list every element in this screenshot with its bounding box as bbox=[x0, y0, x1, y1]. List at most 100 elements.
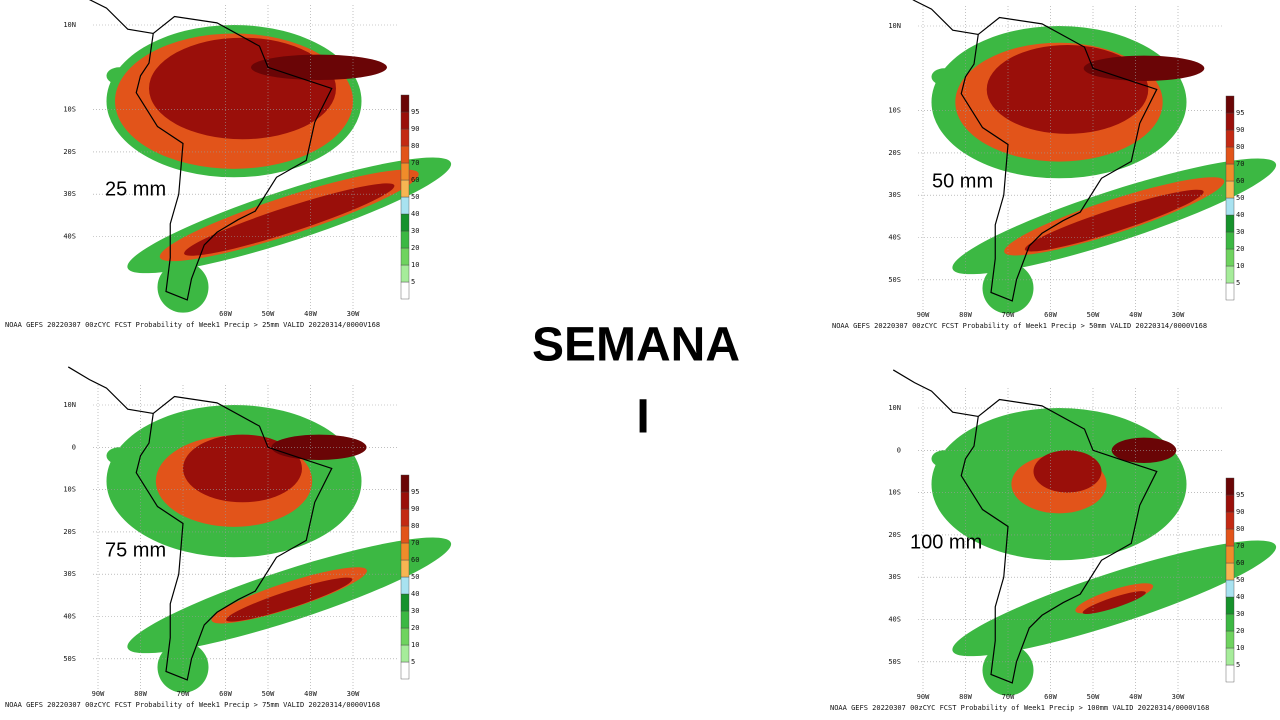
lon-label: 70W bbox=[177, 690, 190, 698]
colorbar-label: 40 bbox=[411, 590, 419, 598]
colorbar-segment bbox=[400, 644, 410, 663]
colorbar-segment bbox=[400, 508, 410, 527]
colorbar-segment bbox=[400, 162, 410, 181]
lon-label: 60W bbox=[219, 310, 232, 318]
coastline bbox=[960, 16, 1158, 302]
lon-label: 40W bbox=[304, 310, 317, 318]
lat-label: 30S bbox=[63, 190, 76, 198]
colorbar-label: 60 bbox=[411, 176, 419, 184]
lon-label: 40W bbox=[1129, 693, 1142, 701]
colorbar-label: 50 bbox=[411, 573, 419, 581]
colorbar-label: 10 bbox=[1236, 262, 1244, 270]
colorbar-segment bbox=[1225, 596, 1235, 615]
lon-label: 90W bbox=[917, 693, 930, 701]
lon-label: 80W bbox=[134, 690, 147, 698]
colorbar-segment bbox=[1225, 647, 1235, 666]
colorbar-segment bbox=[1225, 562, 1235, 581]
lat-label: 10N bbox=[888, 404, 901, 412]
lat-label: 40S bbox=[63, 233, 76, 241]
colorbar-segment bbox=[1225, 613, 1235, 632]
colorbar-label: 50 bbox=[1236, 194, 1244, 202]
coastline bbox=[892, 369, 979, 418]
precip-area bbox=[184, 183, 395, 256]
lat-label: 10S bbox=[888, 489, 901, 497]
lat-label: 10N bbox=[63, 401, 76, 409]
colorbar-label: 80 bbox=[1236, 525, 1244, 533]
lon-label: 50W bbox=[262, 690, 275, 698]
colorbar-label: 70 bbox=[411, 159, 419, 167]
colorbar-segment bbox=[1225, 511, 1235, 530]
lat-label: 0 bbox=[897, 446, 901, 454]
colorbar-segment bbox=[1225, 477, 1235, 496]
lon-label: 30W bbox=[1172, 693, 1185, 701]
colorbar-label: 95 bbox=[1236, 491, 1244, 499]
precip-area bbox=[931, 68, 957, 86]
colorbar-segment bbox=[1225, 265, 1235, 284]
precip-area bbox=[931, 450, 957, 468]
colorbar-label: 30 bbox=[411, 227, 419, 235]
colorbar-segment bbox=[400, 128, 410, 147]
colorbar-segment bbox=[1225, 214, 1235, 233]
coastline bbox=[135, 395, 333, 681]
colorbar-label: 20 bbox=[411, 624, 419, 632]
colorbar-label: 60 bbox=[411, 556, 419, 564]
lat-label: 0 bbox=[72, 443, 76, 451]
map-caption: NOAA GEFS 20220307 00zCYC FCST Probabili… bbox=[5, 701, 380, 709]
precip-area bbox=[149, 37, 336, 140]
colorbar-segment bbox=[400, 661, 410, 680]
colorbar-label: 80 bbox=[1236, 143, 1244, 151]
map-caption: NOAA GEFS 20220307 00zCYC FCST Probabili… bbox=[830, 704, 1209, 712]
colorbar-segment bbox=[400, 230, 410, 249]
lat-label: 10S bbox=[63, 486, 76, 494]
lat-label: 20S bbox=[63, 528, 76, 536]
lat-label: 50S bbox=[888, 658, 901, 666]
precip-area bbox=[1024, 189, 1204, 252]
colorbar-label: 40 bbox=[1236, 593, 1244, 601]
colorbar-label: 50 bbox=[411, 193, 419, 201]
threshold-label: 25 mm bbox=[105, 178, 166, 200]
colorbar-segment bbox=[400, 474, 410, 493]
lon-label: 60W bbox=[1044, 311, 1057, 319]
map-panel: 10N 0 10S 20S 30S 40S 50S 90W 80W 70W 60W 50W 40W 30W… bbox=[5, 366, 452, 709]
lon-label: 30W bbox=[1172, 311, 1185, 319]
colorbar-segment bbox=[400, 610, 410, 629]
lat-label: 40S bbox=[888, 616, 901, 624]
lat-label: 30S bbox=[888, 191, 901, 199]
colorbar-segment bbox=[1225, 146, 1235, 165]
colorbar-label: 60 bbox=[1236, 177, 1244, 185]
coastline bbox=[135, 15, 333, 301]
colorbar-segment bbox=[400, 196, 410, 215]
colorbar-segment bbox=[400, 576, 410, 595]
colorbar-segment bbox=[1225, 112, 1235, 131]
colorbar-segment bbox=[1225, 630, 1235, 649]
colorbar-label: 90 bbox=[411, 505, 419, 513]
colorbar-label: 80 bbox=[411, 522, 419, 530]
colorbar-segment bbox=[1225, 528, 1235, 547]
lon-label: 80W bbox=[959, 693, 972, 701]
colorbar-label: 20 bbox=[1236, 627, 1244, 635]
colorbar-segment bbox=[1225, 545, 1235, 564]
colorbar-label: 40 bbox=[411, 210, 419, 218]
colorbar-label: 95 bbox=[411, 108, 419, 116]
map-caption: NOAA GEFS 20220307 00zCYC FCST Probabili… bbox=[5, 321, 380, 329]
colorbar-segment bbox=[400, 179, 410, 198]
precip-area bbox=[226, 577, 353, 622]
colorbar-segment bbox=[400, 247, 410, 266]
lat-label: 20S bbox=[63, 148, 76, 156]
colorbar-label: 70 bbox=[1236, 160, 1244, 168]
colorbar-label: 5 bbox=[1236, 661, 1240, 669]
lon-label: 50W bbox=[262, 310, 275, 318]
colorbar-segment bbox=[400, 94, 410, 113]
lon-label: 60W bbox=[1044, 693, 1057, 701]
lat-label: 30S bbox=[888, 573, 901, 581]
colorbar-label: 5 bbox=[411, 278, 415, 286]
map-panel: 10N 0 10S 20S 30S 40S 50S 90W 80W 70W 60W 50W 40W 30W… bbox=[830, 369, 1277, 712]
precip-area bbox=[157, 261, 209, 313]
lon-label: 30W bbox=[347, 690, 360, 698]
colorbar-label: 95 bbox=[411, 488, 419, 496]
lon-label: 50W bbox=[1087, 693, 1100, 701]
colorbar-label: 60 bbox=[1236, 559, 1244, 567]
colorbar-segment bbox=[1225, 197, 1235, 216]
colorbar-label: 80 bbox=[411, 142, 419, 150]
